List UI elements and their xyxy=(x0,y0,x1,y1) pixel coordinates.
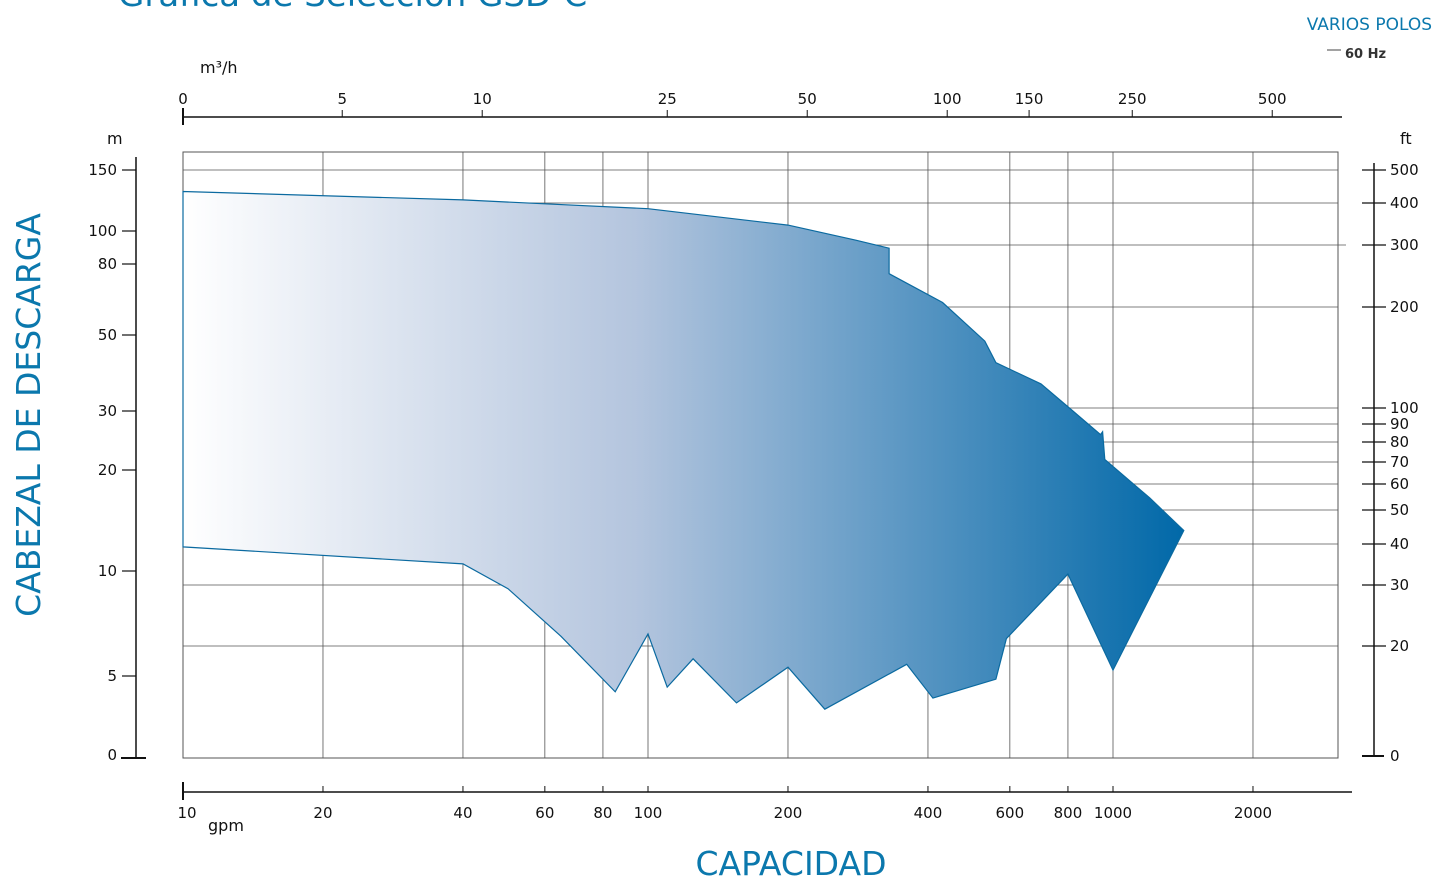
y2-tick-label: 400 xyxy=(1390,194,1419,212)
y-tick-label: 5 xyxy=(107,667,117,685)
x-axis-title: CAPACIDAD xyxy=(696,844,887,879)
bottom-axis: gpm 10 20 40 60 80 100 200 400 600 800 1000 2000 xyxy=(177,782,1352,835)
y2-tick-label: 100 xyxy=(1390,399,1419,417)
x2-tick-label: 100 xyxy=(933,90,962,108)
y2-tick-label: 30 xyxy=(1390,576,1409,594)
x-tick-label: 20 xyxy=(313,804,332,822)
x2-tick-label: 150 xyxy=(1015,90,1044,108)
y2-tick-label: 20 xyxy=(1390,637,1409,655)
bottom-axis-unit: gpm xyxy=(208,816,244,835)
right-axis-unit: ft xyxy=(1400,129,1412,148)
y2-tick-label: 60 xyxy=(1390,475,1409,493)
y2-tick-label: 40 xyxy=(1390,535,1409,553)
y-tick-label: 30 xyxy=(98,402,117,420)
y-tick-label: 100 xyxy=(88,222,117,240)
x2-tick-label: 50 xyxy=(798,90,817,108)
x-tick-label: 2000 xyxy=(1234,804,1272,822)
chart-title: Gráfica de Selección GSD-C xyxy=(118,0,587,15)
y-tick-label: 50 xyxy=(98,326,117,344)
x-tick-label: 600 xyxy=(996,804,1025,822)
y2-tick-label: 500 xyxy=(1390,161,1419,179)
poles-label: VARIOS POLOS xyxy=(1307,15,1432,35)
left-axis-unit: m xyxy=(107,129,123,148)
top-axis-unit: m³/h xyxy=(200,58,238,77)
y2-tick-label: 80 xyxy=(1390,433,1409,451)
y2-tick-label: 70 xyxy=(1390,453,1409,471)
x-tick-label: 60 xyxy=(535,804,554,822)
freq-label: 60 Hz xyxy=(1345,47,1386,62)
y-tick-label: 150 xyxy=(88,161,117,179)
y2-tick-label: 90 xyxy=(1390,415,1409,433)
x2-tick-label: 25 xyxy=(658,90,677,108)
x-tick-label: 200 xyxy=(774,804,803,822)
y-tick-label: 80 xyxy=(98,255,117,273)
x-tick-label: 10 xyxy=(177,804,196,822)
y-tick-label: 0 xyxy=(107,746,117,764)
y-axis-title: CABEZAL DE DESCARGA xyxy=(9,213,48,617)
x2-tick-label: 500 xyxy=(1258,90,1287,108)
x-tick-label: 400 xyxy=(914,804,943,822)
x2-tick-label: 0 xyxy=(178,90,188,108)
top-axis: m³/h 0 5 10 25 50 100 150 250 500 xyxy=(178,58,1342,125)
left-axis: m 0 5 10 20 30 50 80 100 150 xyxy=(88,129,146,764)
x-tick-label: 1000 xyxy=(1094,804,1132,822)
x-tick-label: 800 xyxy=(1054,804,1083,822)
selection-envelope xyxy=(182,190,1185,710)
y2-tick-label: 50 xyxy=(1390,501,1409,519)
x-tick-label: 100 xyxy=(634,804,663,822)
x2-tick-label: 5 xyxy=(337,90,347,108)
y2-tick-label: 200 xyxy=(1390,298,1419,316)
x-tick-label: 80 xyxy=(593,804,612,822)
x2-tick-label: 10 xyxy=(473,90,492,108)
y-tick-label: 20 xyxy=(98,461,117,479)
x-tick-label: 40 xyxy=(453,804,472,822)
y2-tick-label: 0 xyxy=(1390,747,1400,765)
y-tick-label: 10 xyxy=(98,562,117,580)
x2-tick-label: 250 xyxy=(1118,90,1147,108)
y2-tick-label: 300 xyxy=(1390,236,1419,254)
